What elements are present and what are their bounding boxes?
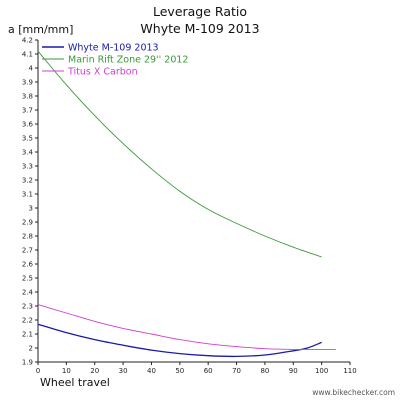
y-tick-label: 4.2	[22, 37, 33, 45]
x-tick-label: 20	[90, 367, 99, 375]
x-tick-label: 40	[147, 367, 156, 375]
watermark: www.bikechecker.com	[312, 388, 395, 397]
y-axis-label: a [mm/mm]	[8, 23, 73, 36]
y-tick-label: 2.9	[22, 219, 33, 227]
y-tick-label: 3.6	[22, 121, 34, 129]
series-line-0	[37, 323, 322, 358]
y-tick-label: 2.6	[22, 261, 34, 269]
y-tick-label: 4	[29, 65, 34, 73]
x-tick-label: 0	[36, 367, 40, 375]
y-tick-label: 3.9	[22, 79, 33, 87]
x-axis-label: Wheel travel	[40, 376, 110, 389]
y-tick-label: 2.4	[22, 289, 34, 297]
y-tick-label: 2.8	[22, 233, 33, 241]
x-tick-label: 80	[260, 367, 269, 375]
x-tick-label: 100	[315, 367, 328, 375]
y-tick-label: 3.5	[22, 135, 33, 143]
series-line-2	[37, 304, 336, 350]
y-tick-label: 3.8	[22, 93, 33, 101]
x-tick-label: 110	[343, 367, 356, 375]
x-tick-label: 10	[62, 367, 71, 375]
chart-subtitle: Whyte M-109 2013	[140, 21, 259, 36]
y-tick-label: 2.2	[22, 317, 33, 325]
y-tick-label: 1.9	[22, 359, 33, 367]
y-tick-label: 2.1	[22, 331, 33, 339]
x-tick-label: 60	[204, 367, 213, 375]
legend-label-1: Marin Rift Zone 29'' 2012	[68, 55, 188, 66]
legend-label-2: Titus X Carbon	[67, 67, 138, 78]
x-tick-label: 90	[289, 367, 298, 375]
y-tick-label: 2.5	[22, 275, 33, 283]
y-tick-label: 3.3	[22, 163, 33, 171]
y-tick-label: 2	[29, 345, 33, 353]
y-tick-label: 3.2	[22, 177, 33, 185]
y-tick-label: 3.4	[22, 149, 34, 157]
series-line-1	[37, 50, 322, 258]
y-tick-label: 3.7	[22, 107, 33, 115]
y-tick-label: 4.1	[22, 51, 33, 59]
y-tick-label: 3	[29, 205, 33, 213]
y-tick-label: 3.1	[22, 191, 33, 199]
chart-title: Leverage Ratio	[153, 4, 247, 19]
y-tick-label: 2.7	[22, 247, 33, 255]
legend-label-0: Whyte M-109 2013	[68, 43, 159, 54]
x-tick-label: 70	[232, 367, 241, 375]
x-tick-label: 50	[175, 367, 184, 375]
y-tick-label: 2.3	[22, 303, 33, 311]
x-tick-label: 30	[119, 367, 128, 375]
